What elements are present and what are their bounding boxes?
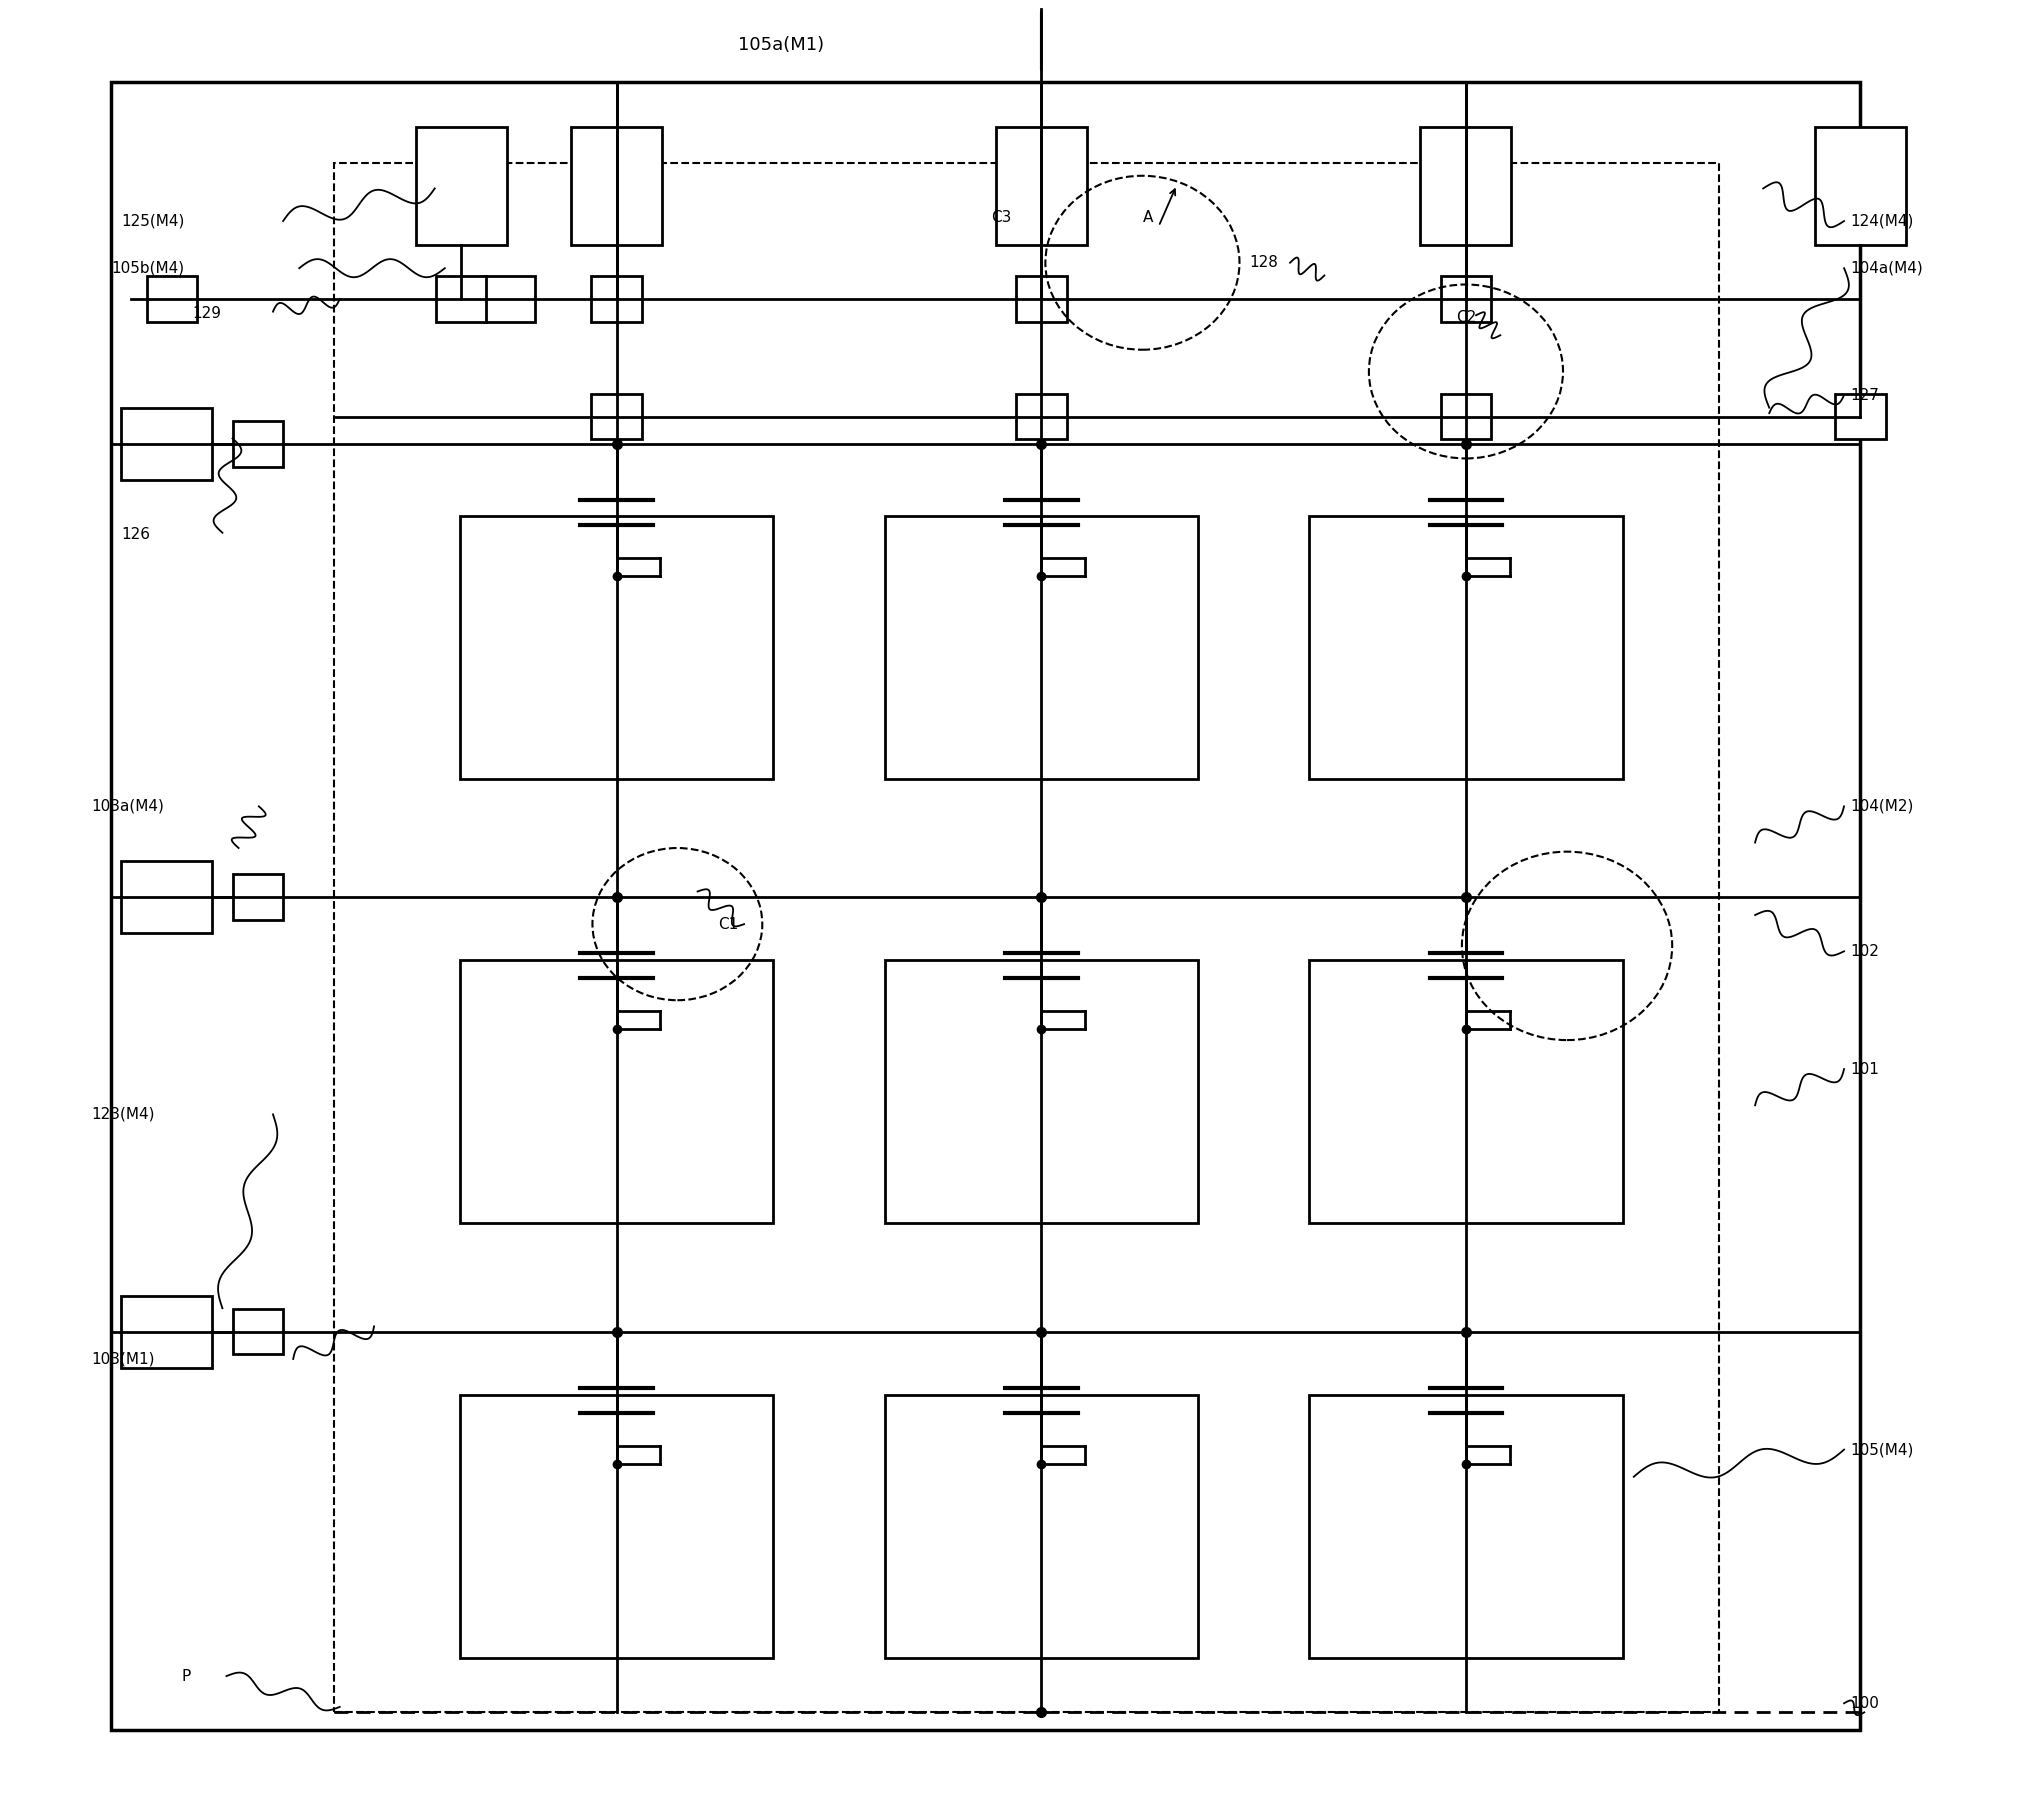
- Bar: [459, 960, 772, 1223]
- Text: C3: C3: [991, 210, 1011, 225]
- Bar: [233, 420, 283, 466]
- Text: 105b(M4): 105b(M4): [111, 261, 184, 275]
- Bar: [121, 408, 212, 480]
- Bar: [1310, 516, 1622, 779]
- Text: 125(M4): 125(M4): [121, 214, 184, 228]
- Bar: [459, 1395, 772, 1658]
- Bar: [590, 275, 643, 321]
- Bar: [334, 163, 1719, 1712]
- Bar: [570, 127, 661, 245]
- Bar: [1440, 275, 1490, 321]
- Text: 104a(M4): 104a(M4): [1850, 261, 1923, 275]
- Text: 128: 128: [1250, 255, 1278, 270]
- Bar: [886, 960, 1197, 1223]
- Bar: [590, 393, 643, 439]
- Text: P: P: [182, 1669, 192, 1683]
- Bar: [111, 82, 1860, 1730]
- Bar: [1310, 960, 1622, 1223]
- Text: A: A: [1142, 210, 1153, 225]
- Bar: [417, 127, 506, 245]
- Bar: [995, 127, 1088, 245]
- Bar: [121, 1296, 212, 1368]
- Text: C2: C2: [1456, 310, 1476, 324]
- Bar: [886, 516, 1197, 779]
- Bar: [146, 275, 198, 321]
- Bar: [485, 275, 534, 321]
- Text: 105a(M1): 105a(M1): [738, 36, 825, 54]
- Text: 126: 126: [121, 527, 150, 542]
- Bar: [1310, 1395, 1622, 1658]
- Text: 103a(M4): 103a(M4): [91, 799, 164, 814]
- Bar: [1419, 127, 1510, 245]
- Text: 102: 102: [1850, 944, 1878, 959]
- Bar: [1017, 393, 1068, 439]
- Bar: [459, 516, 772, 779]
- Text: 105(M4): 105(M4): [1850, 1442, 1913, 1457]
- Bar: [1017, 275, 1068, 321]
- Bar: [233, 1308, 283, 1355]
- Bar: [886, 1395, 1197, 1658]
- Bar: [1836, 393, 1885, 439]
- Text: C1: C1: [718, 917, 738, 931]
- Bar: [1816, 127, 1905, 245]
- Text: 101: 101: [1850, 1062, 1878, 1076]
- Bar: [437, 275, 485, 321]
- Text: 123(M4): 123(M4): [91, 1107, 154, 1122]
- Bar: [121, 861, 212, 933]
- Bar: [233, 875, 283, 920]
- Bar: [1440, 393, 1490, 439]
- Text: 103(M1): 103(M1): [91, 1352, 154, 1366]
- Text: 127: 127: [1850, 388, 1878, 402]
- Text: 129: 129: [192, 306, 220, 321]
- Text: 100: 100: [1850, 1696, 1878, 1711]
- Text: 104(M2): 104(M2): [1850, 799, 1913, 814]
- Text: 124(M4): 124(M4): [1850, 214, 1913, 228]
